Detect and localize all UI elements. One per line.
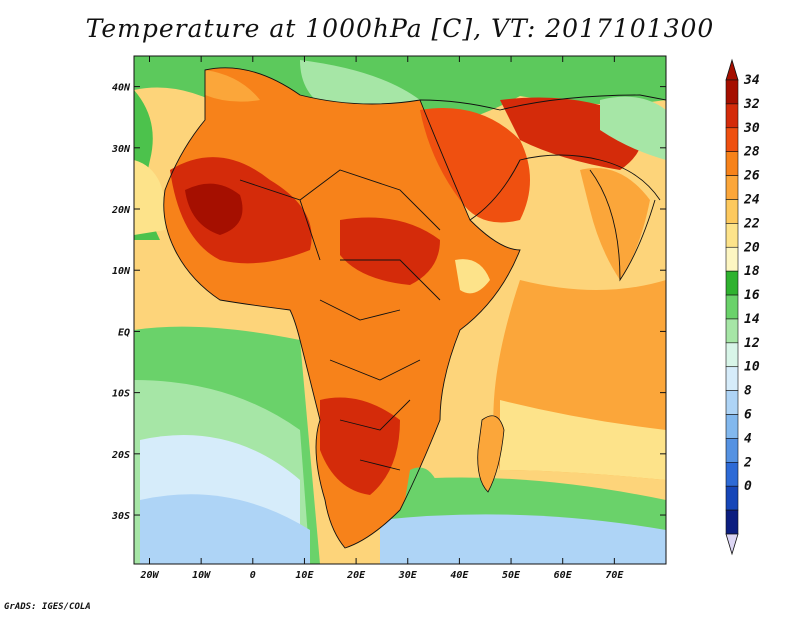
colorbar-label: 32 — [743, 97, 760, 112]
map-frame — [133, 55, 667, 565]
colorbar-swatch — [725, 151, 739, 176]
colorbar-label: 2 — [743, 455, 752, 470]
lon-tick-label: 20E — [346, 570, 366, 581]
lon-tick-label: 30E — [398, 570, 418, 581]
colorbar-swatch — [725, 103, 739, 129]
colorbar-label: 24 — [743, 192, 760, 207]
coastlines — [163, 67, 666, 549]
lat-tick-label: 10N — [112, 266, 131, 277]
colorbar-swatch — [725, 175, 739, 200]
colorbar-label: 26 — [743, 169, 760, 184]
lat-tick-label: 20S — [111, 450, 130, 461]
axis-ticks: 20W 10W 0 10E 20E 30E 40E 50E 60E 70E 40N 30N 20N 10N… — [111, 56, 666, 581]
colorbar-label: 16 — [744, 288, 760, 303]
colorbar-swatch — [725, 509, 739, 535]
colorbar-label: 8 — [744, 384, 752, 399]
colorbar-label: 18 — [744, 264, 760, 279]
colorbar-swatch — [725, 199, 739, 224]
colorbar-swatch — [725, 366, 739, 391]
colorbar-label: 4 — [744, 431, 752, 446]
lon-tick-label: 50E — [502, 570, 521, 581]
lat-tick-label: 30N — [111, 144, 131, 155]
lon-tick-label: 0 — [250, 570, 256, 581]
lat-tick-label: EQ — [118, 327, 130, 338]
colorbar-label: 22 — [743, 216, 760, 231]
colorbar-swatch — [725, 79, 739, 105]
lat-tick-label: 20N — [111, 205, 131, 216]
temperature-field — [134, 56, 666, 564]
colorbar-label: 14 — [744, 312, 760, 327]
colorbar-label: 10 — [744, 360, 760, 375]
colorbar-label: 20 — [743, 240, 760, 255]
lat-tick-label: 10S — [112, 389, 130, 400]
lon-tick-label: 10W — [192, 570, 211, 581]
lon-tick-label: 40E — [450, 570, 469, 581]
colorbar-swatch — [725, 414, 739, 439]
colorbar-swatch — [725, 246, 739, 272]
colorbar-swatch — [725, 485, 739, 511]
lat-tick-label: 30S — [111, 511, 130, 522]
colorbar-swatch — [725, 318, 739, 344]
colorbar-label: 34 — [743, 73, 760, 88]
colorbar-label: 6 — [744, 408, 752, 423]
colorbar-swatch — [725, 342, 739, 368]
map-title: Temperature at 1000hPa [C], VT: 20171013… — [85, 14, 715, 43]
colorbar-label: 30 — [743, 121, 760, 136]
colorbar-swatch — [725, 127, 739, 152]
lat-tick-label: 40N — [112, 83, 131, 94]
colorbar-label: 28 — [743, 145, 760, 160]
credit-label: GrADS: IGES/COLA — [4, 602, 91, 612]
colorbar-swatch — [725, 294, 739, 320]
lon-tick-label: 10E — [295, 570, 314, 581]
colorbar-swatch — [725, 270, 739, 296]
colorbar-max-arrow — [725, 58, 739, 81]
colorbar-swatch — [725, 223, 739, 248]
colorbar-label: 12 — [744, 336, 760, 351]
lon-tick-label: 70E — [605, 570, 624, 581]
lon-tick-label: 20W — [139, 570, 159, 581]
colorbar-swatch — [725, 390, 739, 415]
colorbar-swatch — [725, 462, 739, 487]
colorbar-min-arrow — [725, 533, 739, 556]
lon-tick-label: 60E — [554, 570, 573, 581]
colorbar-label: 0 — [744, 479, 752, 494]
colorbar-swatch — [725, 438, 739, 463]
